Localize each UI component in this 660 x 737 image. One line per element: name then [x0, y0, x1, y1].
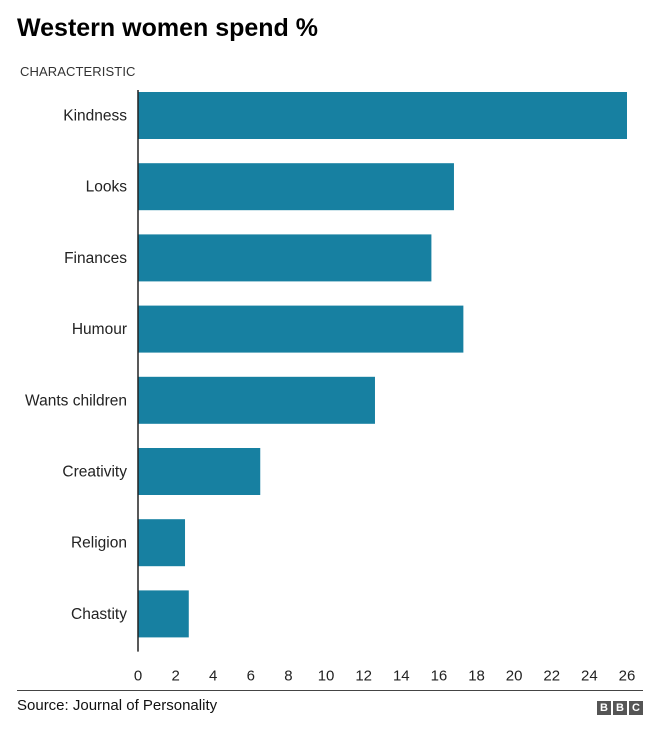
bar-religion: [138, 519, 186, 567]
x-tick-label: 20: [506, 668, 523, 685]
x-tick-label: 22: [543, 668, 560, 685]
category-label: Humour: [72, 321, 127, 338]
x-tick-label: 14: [393, 668, 410, 685]
bar-finances: [138, 234, 432, 282]
category-label: Religion: [71, 535, 127, 552]
category-label: Chastity: [71, 606, 127, 623]
chart-title: Western women spend %: [17, 14, 318, 42]
bar-humour: [138, 305, 464, 353]
x-tick-label: 10: [318, 668, 335, 685]
x-tick-label: 12: [355, 668, 372, 685]
x-tick-label: 4: [209, 668, 217, 685]
bar-creativity: [138, 448, 261, 495]
x-tick-label: 8: [284, 668, 292, 685]
logo-letter: B: [613, 701, 627, 715]
x-tick-label: 26: [619, 668, 636, 685]
x-tick-label: 0: [134, 668, 142, 685]
bar-kindness: [138, 92, 627, 139]
category-label: Creativity: [62, 464, 127, 481]
x-tick-label: 6: [247, 668, 255, 685]
x-tick-label: 24: [581, 668, 598, 685]
y-axis-label: CHARACTERISTIC: [20, 64, 136, 79]
source-note: Source: Journal of Personality: [17, 697, 218, 714]
category-label: Finances: [64, 250, 127, 267]
bar-wants-children: [138, 376, 375, 424]
x-tick-label: 18: [468, 668, 485, 685]
category-label: Wants children: [25, 392, 127, 409]
logo-letter: C: [629, 701, 643, 715]
footer-divider: [17, 690, 643, 691]
x-tick-label: 16: [431, 668, 448, 685]
bar-looks: [138, 163, 454, 211]
bar-chastity: [138, 590, 189, 638]
category-label: Kindness: [63, 108, 127, 125]
category-label: Looks: [86, 179, 128, 196]
logo-letter: B: [597, 701, 611, 715]
bbc-logo: B B C: [597, 701, 643, 715]
x-tick-label: 2: [171, 668, 179, 685]
